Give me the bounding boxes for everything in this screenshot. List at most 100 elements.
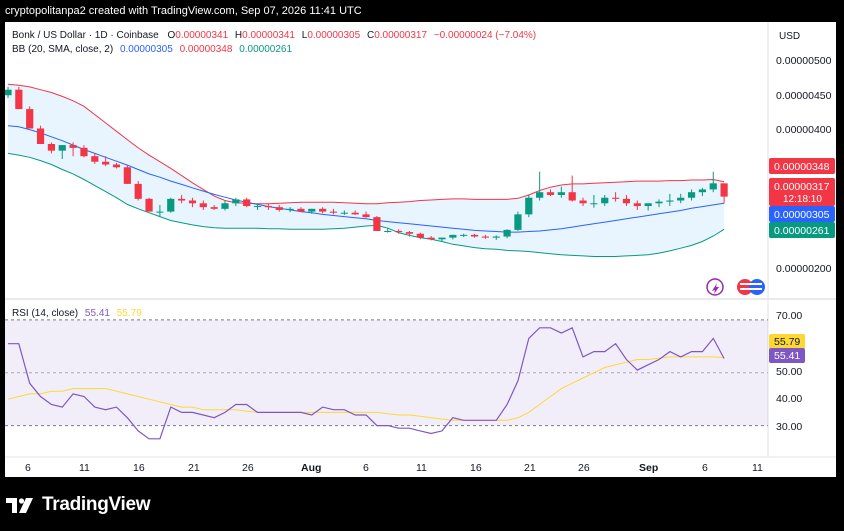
bb-upper-line[interactable] bbox=[7, 83, 725, 205]
candle[interactable] bbox=[221, 200, 229, 211]
candle[interactable] bbox=[167, 197, 175, 213]
ohlc-h-label: H bbox=[235, 30, 242, 41]
candle[interactable] bbox=[492, 235, 500, 240]
candle[interactable] bbox=[514, 211, 522, 231]
candle[interactable] bbox=[123, 165, 131, 184]
candle[interactable] bbox=[427, 235, 435, 241]
candle-body bbox=[329, 211, 338, 213]
candle[interactable] bbox=[156, 204, 164, 218]
candle[interactable] bbox=[178, 194, 186, 204]
candle[interactable] bbox=[503, 229, 511, 239]
x-tick-1: 11 bbox=[79, 462, 90, 474]
candle[interactable] bbox=[644, 203, 652, 211]
candle[interactable] bbox=[264, 203, 272, 210]
bb-basis-line[interactable] bbox=[7, 125, 725, 233]
candle[interactable] bbox=[405, 230, 414, 237]
time-axis[interactable]: 6 11 16 21 26 Aug 6 11 16 21 26 Sep 6 11 bbox=[25, 462, 763, 474]
chart-canvas[interactable]: Bonk / US Dollar · 1D · Coinbase O0.0000… bbox=[5, 22, 836, 477]
candle[interactable] bbox=[210, 204, 218, 210]
candle[interactable] bbox=[395, 229, 403, 234]
candle-body bbox=[395, 230, 403, 233]
candle-body bbox=[655, 201, 663, 204]
candle[interactable] bbox=[579, 197, 587, 207]
currency-label[interactable]: USD bbox=[779, 31, 800, 42]
candle[interactable] bbox=[590, 194, 598, 208]
candle[interactable] bbox=[91, 153, 99, 164]
candle[interactable] bbox=[329, 208, 338, 215]
symbol-legend[interactable]: Bonk / US Dollar · 1D · Coinbase O0.0000… bbox=[12, 30, 536, 41]
candle[interactable] bbox=[373, 216, 381, 231]
candle[interactable] bbox=[470, 233, 479, 238]
rsi-line[interactable] bbox=[8, 326, 725, 440]
candle[interactable] bbox=[351, 210, 359, 215]
candle[interactable] bbox=[80, 145, 88, 158]
candle[interactable] bbox=[253, 203, 262, 210]
brand-name: TradingView bbox=[42, 494, 151, 515]
candle[interactable] bbox=[633, 200, 641, 210]
bb-legend[interactable]: BB (20, SMA, close, 2) 0.00000305 0.0000… bbox=[12, 44, 292, 55]
candle[interactable] bbox=[308, 208, 316, 214]
candle[interactable] bbox=[666, 193, 674, 207]
candle[interactable] bbox=[687, 189, 696, 201]
candle[interactable] bbox=[297, 207, 305, 213]
candle-body bbox=[199, 203, 207, 208]
rsi-legend[interactable]: RSI (14, close) 55.41 55.79 bbox=[12, 308, 142, 319]
candle[interactable] bbox=[188, 197, 197, 208]
candle[interactable] bbox=[536, 171, 544, 201]
candle[interactable] bbox=[612, 192, 620, 202]
candle[interactable] bbox=[601, 194, 609, 207]
candles-group[interactable] bbox=[5, 86, 728, 242]
candle[interactable] bbox=[112, 162, 121, 169]
candle[interactable] bbox=[275, 204, 283, 212]
candle[interactable] bbox=[655, 199, 663, 208]
candle[interactable] bbox=[698, 187, 706, 197]
candle[interactable] bbox=[384, 228, 392, 233]
candle-body bbox=[134, 183, 142, 199]
candle[interactable] bbox=[134, 181, 142, 201]
candle-body bbox=[644, 203, 652, 207]
candle[interactable] bbox=[58, 145, 66, 159]
candle[interactable] bbox=[546, 189, 555, 197]
footer-brand[interactable]: TradingView bbox=[6, 488, 151, 522]
candle[interactable] bbox=[145, 197, 153, 212]
candle[interactable] bbox=[677, 193, 685, 204]
candle[interactable] bbox=[26, 106, 34, 129]
x-tick-10: 26 bbox=[578, 462, 590, 474]
candle[interactable] bbox=[525, 194, 533, 218]
candle[interactable] bbox=[709, 171, 717, 193]
candle[interactable] bbox=[460, 233, 468, 238]
candle[interactable] bbox=[416, 232, 424, 240]
tag-last-price: 0.00000317 12:18:10 bbox=[769, 178, 835, 206]
candle[interactable] bbox=[47, 142, 55, 154]
candle[interactable] bbox=[36, 125, 45, 144]
candle[interactable] bbox=[568, 175, 576, 202]
candle[interactable] bbox=[622, 194, 631, 207]
candle[interactable] bbox=[319, 207, 327, 214]
candle-body bbox=[384, 230, 392, 232]
candle-body bbox=[687, 192, 696, 198]
flag-events-icon[interactable] bbox=[737, 279, 765, 295]
candle[interactable] bbox=[5, 86, 12, 99]
candle[interactable] bbox=[438, 237, 446, 242]
candle-body bbox=[102, 161, 110, 165]
candle[interactable] bbox=[362, 211, 370, 218]
candle[interactable] bbox=[15, 86, 23, 110]
candle[interactable] bbox=[199, 200, 207, 210]
candle[interactable] bbox=[243, 197, 251, 208]
bb-lower-line[interactable] bbox=[7, 152, 725, 257]
rsi-ma-line[interactable] bbox=[7, 356, 725, 421]
candle[interactable] bbox=[232, 197, 240, 207]
alert-spark-icon[interactable] bbox=[706, 278, 724, 296]
candle[interactable] bbox=[481, 234, 489, 239]
candle-body bbox=[677, 197, 685, 201]
candle[interactable] bbox=[69, 142, 77, 157]
candle[interactable] bbox=[449, 234, 457, 240]
candle[interactable] bbox=[720, 183, 728, 204]
candle[interactable] bbox=[557, 186, 565, 198]
candle-body bbox=[633, 203, 641, 207]
candle[interactable] bbox=[286, 207, 294, 213]
price-tick-450: 0.00000450 bbox=[776, 90, 832, 102]
candle[interactable] bbox=[340, 210, 348, 215]
chart-frame[interactable]: Bonk / US Dollar · 1D · Coinbase O0.0000… bbox=[5, 22, 836, 477]
candle[interactable] bbox=[102, 156, 110, 167]
